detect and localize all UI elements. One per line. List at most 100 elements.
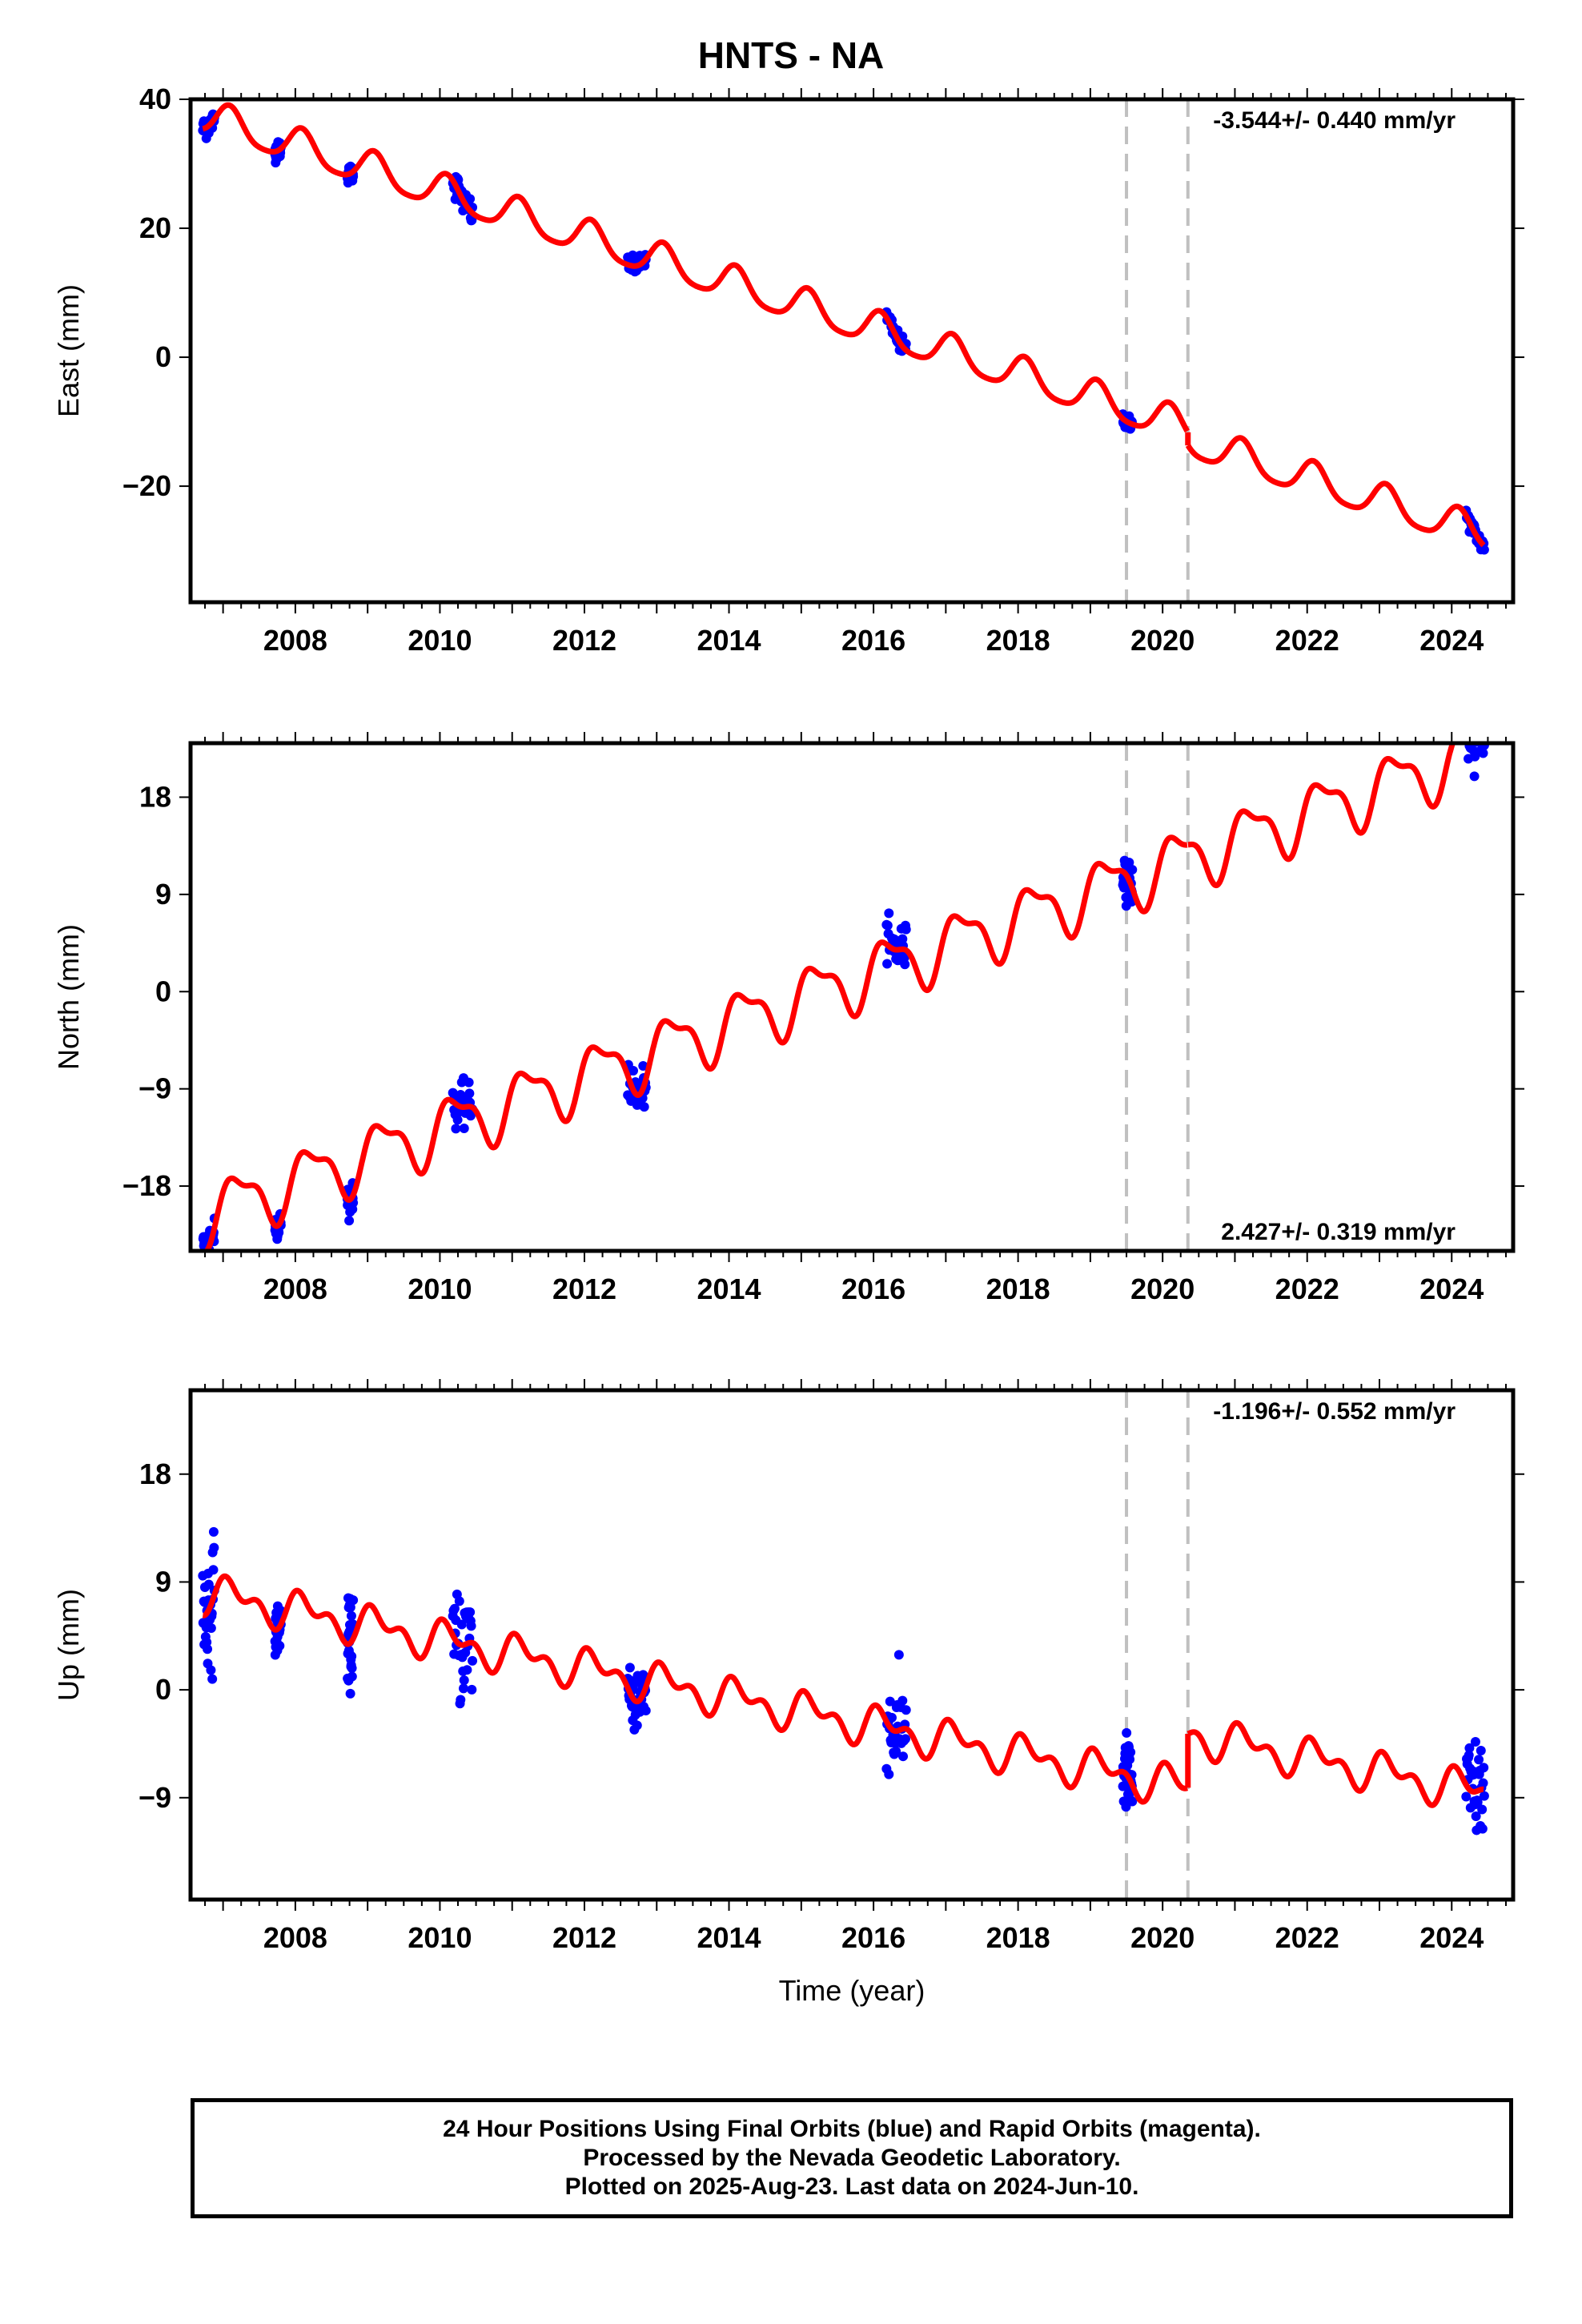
y-axis-label-up: Up (mm)	[52, 1589, 85, 1701]
data-point	[205, 1253, 215, 1263]
data-point	[451, 1124, 461, 1134]
model-curve-north	[201, 834, 1190, 1251]
footer-caption: 24 Hour Positions Using Final Orbits (bl…	[191, 2098, 1513, 2218]
data-point	[1465, 722, 1475, 731]
data-point	[1479, 1763, 1489, 1773]
data-point	[459, 1675, 469, 1686]
model-curve-up	[200, 1573, 1190, 1805]
plot-area-north	[198, 715, 1489, 1269]
data-point	[467, 1684, 477, 1695]
data-point	[901, 1705, 911, 1715]
data-point	[1472, 727, 1482, 737]
data-point	[1464, 1743, 1475, 1753]
data-point	[466, 1621, 476, 1631]
data-point	[1473, 731, 1483, 741]
data-point	[454, 1596, 464, 1606]
data-point	[1469, 771, 1480, 782]
footer-line-1: 24 Hour Positions Using Final Orbits (bl…	[443, 2116, 1261, 2142]
data-point	[203, 1579, 214, 1590]
x-tick-label: 2008	[263, 624, 327, 657]
rate-label-up: -1.196+/- 0.552 mm/yr	[1213, 1398, 1456, 1425]
x-tick-label: 2024	[1419, 624, 1484, 657]
x-tick-label: 2022	[1275, 624, 1339, 657]
data-point	[1474, 1755, 1484, 1765]
data-point	[208, 1526, 219, 1537]
x-tick-label: 2008	[263, 1273, 327, 1305]
data-point	[1468, 726, 1477, 735]
data-point	[459, 1124, 469, 1134]
page-title: HNTS - NA	[697, 34, 885, 76]
x-tick-label: 2020	[1130, 624, 1195, 657]
y-tick-label: 40	[139, 82, 171, 115]
model-curve-east	[1185, 435, 1486, 548]
y-tick-label: 0	[155, 340, 171, 373]
data-point	[1477, 1823, 1488, 1834]
data-point	[1462, 715, 1472, 725]
data-point	[885, 1696, 895, 1707]
x-tick-label: 2012	[552, 624, 616, 657]
data-point	[884, 908, 894, 919]
panel-up: 2008 2010 2012 2014 2016 2018 2020 2022 2024 −9 0 9…	[52, 1379, 1524, 2007]
data-point	[468, 1655, 478, 1666]
panel-north: 2008 2010 2012 2014 2016 2018 2020 2022 2024 −18 −…	[52, 715, 1524, 1305]
data-point	[882, 920, 893, 931]
x-tick-label: 2012	[552, 1273, 616, 1305]
data-point	[1121, 1802, 1131, 1812]
model-curve-north	[1186, 743, 1456, 889]
data-point	[347, 1651, 357, 1662]
x-tick-label: 2018	[986, 624, 1050, 657]
data-point	[1467, 716, 1476, 726]
data-point	[207, 1674, 218, 1684]
data-point	[900, 959, 910, 970]
plot-frame	[188, 1388, 1516, 1902]
panel-east: 2008 2010 2012 2014 2016 2018 2020 2022 2024 −20 0…	[52, 82, 1524, 657]
y-tick-label: 9	[155, 878, 171, 911]
footer-line-2: Processed by the Nevada Geodetic Laborat…	[583, 2145, 1121, 2171]
data-point	[206, 1622, 216, 1633]
data-point	[1125, 1754, 1135, 1764]
data-point	[348, 1595, 359, 1606]
data-point	[202, 1259, 211, 1269]
data-point	[203, 1258, 212, 1268]
data-point	[206, 1665, 216, 1675]
data-point	[1479, 545, 1489, 555]
y-tick-label: 0	[155, 1673, 171, 1706]
data-point	[886, 1712, 897, 1723]
data-point	[462, 1665, 472, 1675]
data-point	[1475, 732, 1484, 742]
data-point	[639, 1102, 649, 1112]
data-point	[1464, 1750, 1474, 1760]
data-point	[1476, 1745, 1486, 1755]
data-point	[891, 1747, 901, 1757]
data-point	[1471, 720, 1480, 730]
x-tick-label: 2016	[841, 1273, 905, 1305]
y-axis-label-east: East (mm)	[52, 284, 85, 417]
data-point	[901, 924, 911, 935]
data-point	[1470, 1737, 1480, 1747]
x-tick-label: 2014	[697, 1273, 761, 1305]
plot-frame	[188, 97, 1516, 605]
data-point	[1463, 727, 1472, 737]
data-point	[640, 1706, 651, 1716]
y-tick-label: 20	[139, 211, 171, 244]
data-point	[275, 1641, 285, 1651]
y-tick-label: −18	[122, 1169, 171, 1202]
data-point	[456, 1619, 467, 1630]
data-point	[198, 1252, 207, 1261]
data-point	[1127, 865, 1138, 875]
data-point	[458, 1683, 468, 1694]
x-tick-label: 2012	[552, 1921, 616, 1954]
x-tick-label: 2024	[1419, 1921, 1484, 1954]
data-point	[900, 1734, 910, 1744]
data-point	[464, 1077, 474, 1088]
data-point	[465, 1607, 476, 1618]
data-point	[465, 194, 476, 204]
data-point	[624, 1663, 635, 1673]
data-point	[1126, 1747, 1136, 1758]
data-point	[897, 1695, 908, 1706]
rate-label-north: 2.427+/- 0.319 mm/yr	[1221, 1219, 1456, 1245]
footer-line-3: Plotted on 2025-Aug-23. Last data on 202…	[564, 2173, 1139, 2200]
x-tick-label: 2020	[1130, 1273, 1195, 1305]
data-point	[638, 1061, 648, 1072]
